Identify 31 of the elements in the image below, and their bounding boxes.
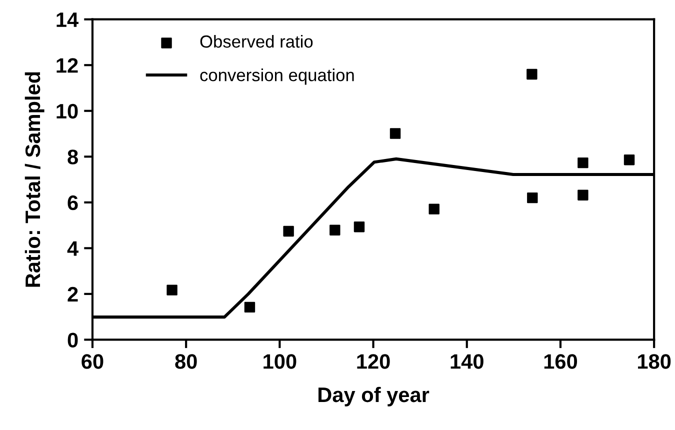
legend-label: conversion equation	[200, 68, 354, 85]
y-tick-label: 8	[68, 150, 78, 164]
point	[354, 222, 365, 232]
y-tick-label: 6	[68, 195, 78, 210]
x-axis-title: Day of year	[318, 386, 430, 406]
y-tick-label: 10	[56, 104, 78, 119]
x-tick-label: 80	[175, 354, 197, 369]
point	[578, 190, 588, 200]
point	[526, 68, 538, 80]
legend-label: Observed ratio	[200, 34, 313, 48]
point	[330, 224, 340, 236]
y-tick-label: 4	[67, 241, 78, 256]
point	[624, 154, 635, 166]
x-tick-label: 160	[544, 354, 578, 369]
y-axis-title: Ratio: Total / Sampled	[24, 72, 44, 287]
y-tick-label: 2	[68, 286, 78, 302]
x-tick-label: 180	[638, 354, 671, 369]
point	[428, 204, 440, 214]
x-tick-label: 60	[82, 354, 104, 369]
point	[527, 192, 538, 204]
point	[390, 128, 401, 139]
y-tick-label: 14	[56, 12, 78, 27]
y-tick-label: 0	[68, 332, 78, 348]
x-tick-label: 140	[450, 354, 484, 369]
x-tick-label: 100	[264, 354, 296, 369]
x-tick-label: 120	[357, 354, 390, 369]
point	[166, 284, 178, 296]
point	[244, 302, 256, 313]
point	[578, 157, 588, 168]
y-tick-label: 12	[56, 58, 78, 73]
point	[283, 226, 294, 237]
